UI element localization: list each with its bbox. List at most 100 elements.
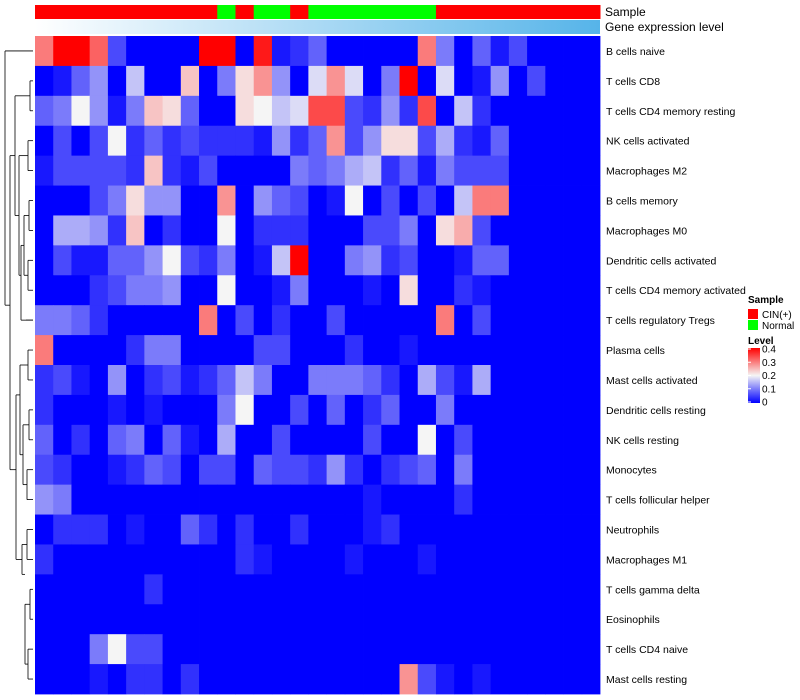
row-label: T cells gamma delta xyxy=(606,584,700,596)
row-label: T cells CD4 memory resting xyxy=(606,106,735,118)
heatmap-cell xyxy=(363,514,382,545)
heatmap-cell xyxy=(290,305,309,336)
heatmap-cell xyxy=(399,394,419,426)
heatmap-cell xyxy=(253,424,273,456)
heatmap-cell xyxy=(217,514,236,545)
heatmap-cell xyxy=(308,514,328,545)
heatmap-cell xyxy=(107,155,127,186)
heatmap-cell xyxy=(490,514,510,545)
heatmap-cell xyxy=(180,245,200,276)
heatmap-cell xyxy=(344,544,364,575)
heatmap-cell xyxy=(435,155,455,186)
row-label: Mast cells activated xyxy=(606,375,698,387)
heatmap-cell xyxy=(144,245,163,276)
heatmap-cell xyxy=(454,484,473,515)
heatmap-cell xyxy=(144,155,163,186)
heatmap-cell xyxy=(417,514,437,545)
heatmap-cell xyxy=(71,484,91,515)
heatmap-cell xyxy=(253,394,273,426)
heatmap-cell xyxy=(581,514,601,545)
heatmap-cell xyxy=(308,394,328,426)
heatmap-cell xyxy=(107,574,127,605)
sample-track-cell xyxy=(381,5,401,19)
heatmap-cell xyxy=(199,604,218,635)
heatmap-cell xyxy=(290,634,309,665)
heatmap-cell xyxy=(490,275,510,306)
heatmap-cell xyxy=(308,185,328,216)
row-label: Mast cells resting xyxy=(606,674,687,686)
heatmap-cell xyxy=(308,604,328,635)
heatmap-cell xyxy=(563,95,583,127)
heatmap-cell xyxy=(435,484,455,515)
heatmap-cell xyxy=(217,544,236,575)
heatmap-cell xyxy=(253,65,273,97)
heatmap-cell xyxy=(35,125,54,157)
sample-track-cell xyxy=(162,5,182,19)
heatmap-cell xyxy=(490,245,510,276)
heatmap-cell xyxy=(290,125,309,157)
heatmap-cell xyxy=(508,65,528,97)
heatmap-cell xyxy=(162,185,182,216)
heatmap-cell xyxy=(89,424,109,456)
heatmap-cell xyxy=(235,335,255,366)
heatmap-cell xyxy=(126,574,145,605)
sample-track-cell xyxy=(508,5,528,19)
heatmap-cell xyxy=(417,604,437,635)
heatmap-cell xyxy=(363,365,382,396)
heatmap-cell xyxy=(35,155,54,186)
heatmap-cell xyxy=(235,514,255,545)
heatmap-cell xyxy=(527,394,546,426)
heatmap-cell xyxy=(363,454,382,486)
heatmap-cell xyxy=(454,125,473,157)
heatmap-cell xyxy=(35,544,54,575)
heatmap-cell xyxy=(344,185,364,216)
heatmap-cell xyxy=(381,424,400,456)
heatmap-cell xyxy=(180,155,200,186)
heatmap-cell xyxy=(490,394,510,426)
heatmap-cell xyxy=(381,664,400,695)
heatmap-cell xyxy=(53,365,72,396)
heatmap-cell xyxy=(107,454,127,486)
heatmap-cell xyxy=(563,664,583,695)
heatmap-cell xyxy=(235,245,255,276)
heatmap-cell xyxy=(217,634,236,665)
heatmap-cell xyxy=(290,95,309,127)
heatmap-cell xyxy=(490,215,510,246)
heatmap-cell xyxy=(545,275,564,306)
heatmap-cell xyxy=(545,634,564,665)
heatmap-cell xyxy=(527,36,546,67)
heatmap-cell xyxy=(144,574,163,605)
heatmap-cell xyxy=(89,454,109,486)
heatmap-cell xyxy=(308,365,328,396)
heatmap-cell xyxy=(344,335,364,366)
heatmap-cell xyxy=(253,484,273,515)
heatmap-cell xyxy=(581,604,601,635)
heatmap-cell xyxy=(89,604,109,635)
legend-tick-label: 0.1 xyxy=(762,384,776,395)
heatmap-cell xyxy=(53,544,72,575)
heatmap-cell xyxy=(162,245,182,276)
heatmap-cell xyxy=(508,664,528,695)
heatmap-cell xyxy=(417,544,437,575)
heatmap-cell xyxy=(472,305,492,336)
heatmap-cell xyxy=(107,604,127,635)
heatmap-cell xyxy=(435,454,455,486)
heatmap-cell xyxy=(144,394,163,426)
heatmap-cell xyxy=(53,185,72,216)
heatmap-cell xyxy=(454,664,473,695)
heatmap-cell xyxy=(454,95,473,127)
heatmap-cell xyxy=(53,335,72,366)
row-label: T cells follicular helper xyxy=(606,495,710,507)
heatmap-cell xyxy=(71,36,91,67)
heatmap-cell xyxy=(180,185,200,216)
heatmap-cell xyxy=(527,664,546,695)
heatmap-cell xyxy=(508,185,528,216)
heatmap-cell xyxy=(71,125,91,157)
heatmap-cell xyxy=(107,185,127,216)
heatmap-cell xyxy=(144,604,163,635)
heatmap-cell xyxy=(180,424,200,456)
heatmap-cell xyxy=(363,424,382,456)
heatmap-cell xyxy=(344,514,364,545)
heatmap-cell xyxy=(472,185,492,216)
heatmap-cell xyxy=(435,634,455,665)
